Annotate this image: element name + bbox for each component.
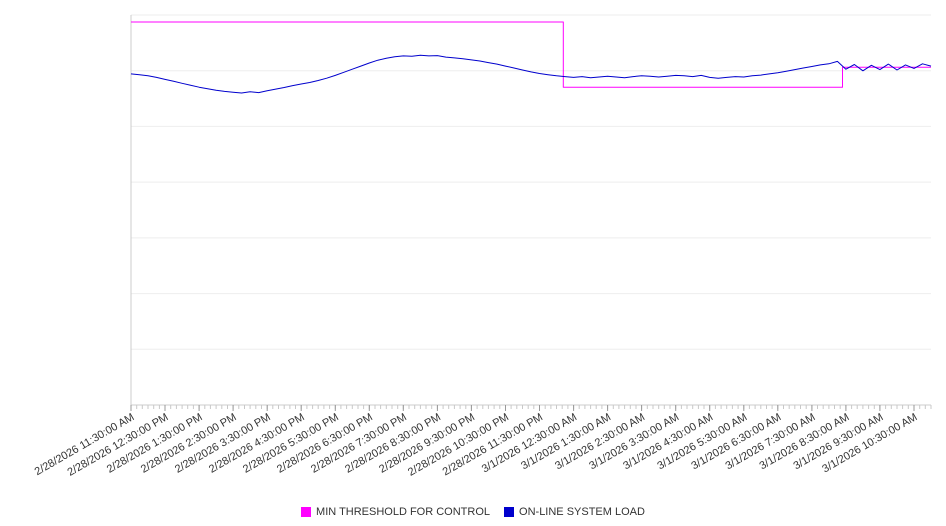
legend-swatch-min-threshold: [301, 507, 312, 517]
series-line-min-threshold-for-control: [131, 21, 931, 88]
legend-item-online-system-load[interactable]: ON-LINE SYSTEM LOAD: [504, 506, 645, 518]
series-line-on-line-system-load: [130, 54, 932, 94]
legend: MIN THRESHOLD FOR CONTROL ON-LINE SYSTEM…: [0, 506, 946, 518]
legend-label-online-system-load: ON-LINE SYSTEM LOAD: [519, 506, 645, 518]
legend-swatch-online-system-load: [504, 507, 515, 517]
legend-item-min-threshold[interactable]: MIN THRESHOLD FOR CONTROL: [301, 506, 490, 518]
legend-label-min-threshold: MIN THRESHOLD FOR CONTROL: [316, 506, 491, 518]
line-chart-canvas: 2/28/2026 11:30:00 AM2/28/2026 12:30:00 …: [33, 14, 932, 479]
